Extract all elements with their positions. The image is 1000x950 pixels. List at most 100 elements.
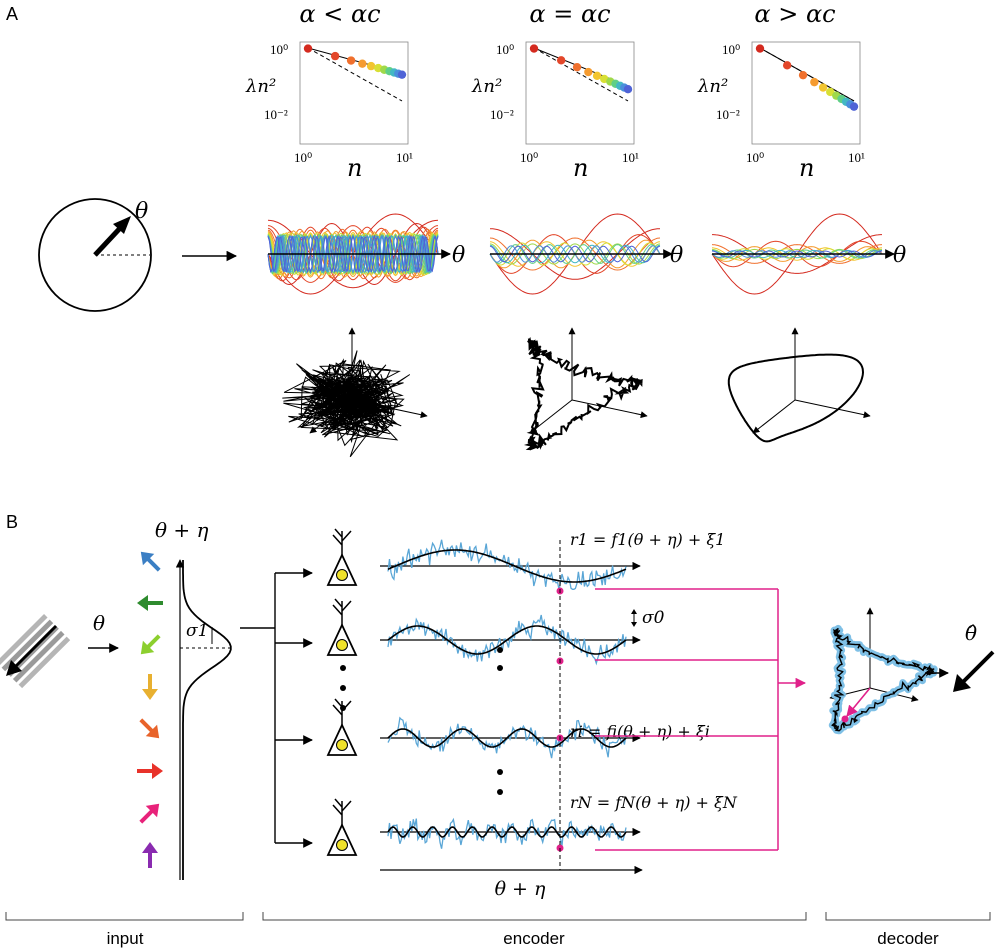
tuning-curve (711, 249, 883, 259)
grating-direction-icon (6, 660, 22, 676)
axis-x (571, 399, 648, 419)
ylabel: λn² (245, 76, 276, 97)
direction-arrow-2 (137, 595, 163, 611)
eigenvalue-point (556, 56, 566, 65)
eigenvalue-point (592, 71, 602, 81)
xtick-max: 10¹ (622, 150, 639, 165)
ylabel: λn² (697, 76, 728, 97)
manifold-curve (523, 337, 643, 451)
spectrum-plot-frame (299, 41, 409, 145)
direction-arrow-icon (113, 216, 131, 234)
input-axis-label: θ + η (155, 518, 209, 542)
tuning-curve (267, 227, 439, 281)
neuron-soma (326, 622, 358, 656)
noisy-response (387, 817, 627, 849)
decoded-direction-icon (953, 650, 995, 692)
arrow-head-icon (152, 763, 163, 779)
tuning-curve (267, 234, 439, 274)
tuning-curve (489, 244, 661, 264)
section-brackets (5, 912, 991, 921)
neuron-dendrites (332, 598, 352, 625)
ylabel: λn² (471, 76, 502, 97)
reference-line (533, 47, 629, 102)
neuron-nucleus (336, 569, 348, 581)
panel-a-label: A (6, 4, 18, 24)
xtick-min: 10⁰ (520, 150, 538, 165)
direction-arrow-8 (142, 842, 158, 868)
grating-stimulus (0, 613, 71, 689)
tuning-curve (711, 248, 883, 260)
direction-arrow-4 (142, 674, 158, 700)
spectrum-plots: 10⁰ 10⁻² 10⁰ 10¹ λn² n 10⁰ 10⁻² 10⁰ 10¹ λn² n 10⁰ 10⁻… (245, 41, 865, 182)
arrow-shaft (145, 556, 161, 572)
arrow-head-icon (140, 551, 155, 566)
neuron-icon-1 (326, 528, 358, 586)
title-alpha-greater: α > αc (754, 0, 835, 28)
sigma0-label: σ0 (642, 608, 665, 628)
decoded-point (841, 715, 849, 723)
direction-arrow-7 (139, 803, 160, 824)
tuning-curve (490, 228, 660, 280)
equation-ri: ri = fi(θ + η) + ξi (570, 722, 710, 741)
arrow-shaft (145, 634, 161, 650)
eigenvalue-point (529, 44, 539, 53)
tuning-curve (712, 234, 882, 274)
eigenvalue-point (397, 70, 407, 79)
spectrum-plot-frame (525, 41, 635, 145)
eigenvalue-point (818, 83, 828, 92)
tuning-curve (489, 241, 661, 267)
manifold-embeddings (282, 327, 871, 458)
direction-arrow-5 (139, 718, 160, 739)
manifold-2 (523, 327, 648, 451)
noisy-response (387, 539, 627, 591)
eigenvalue-point (330, 51, 340, 61)
tuning-curves (267, 213, 895, 295)
tuning-curve (267, 231, 439, 277)
neuron-soma (326, 552, 358, 586)
ytick-top: 10⁰ (270, 42, 288, 57)
eigenvalue-point (346, 56, 356, 65)
xtick-min: 10⁰ (746, 150, 764, 165)
ytick-top: 10⁰ (722, 42, 740, 57)
sigma0-indicator: σ0 (631, 608, 665, 628)
neuron-icon-4 (326, 798, 358, 856)
tuning-curve (711, 250, 883, 258)
gaussian-distribution: σ1 (175, 559, 232, 880)
response-trace-2 (380, 614, 641, 666)
spectrum-plot-2: 10⁰ 10⁻² 10⁰ 10¹ λn² n (471, 41, 639, 182)
sigma1-label: σ1 (186, 621, 208, 641)
section-input-label: input (107, 929, 144, 948)
section-encoder-label: encoder (503, 929, 565, 948)
neuron-icon-2 (326, 598, 358, 656)
input-theta-label: θ (93, 611, 105, 635)
eigenvalue-point (755, 44, 765, 53)
manifold-3 (727, 327, 871, 443)
equation-r1: r1 = f1(θ + η) + ξ1 (570, 530, 725, 549)
eigenvalue-point (584, 67, 593, 77)
response-trace-1 (380, 539, 641, 595)
xtick-max: 10¹ (848, 150, 865, 165)
encoder-x-axis-label: θ + η (495, 878, 546, 900)
xlabel: n (799, 154, 814, 182)
eigenvalue-point (849, 102, 859, 111)
ytick-low: 10⁻² (716, 107, 740, 122)
section-decoder-label: decoder (877, 929, 939, 948)
panel-b-label: B (6, 512, 18, 532)
xtick-max: 10¹ (396, 150, 413, 165)
tuning-curve (711, 247, 883, 261)
response-trace-3 (380, 716, 641, 759)
arrow-head-icon (145, 803, 160, 818)
response-trace-4 (380, 817, 641, 852)
eigenvalue-point (623, 85, 633, 94)
neuron-nucleus (336, 739, 348, 751)
xtick-min: 10⁰ (294, 150, 312, 165)
arrow-head-icon (142, 689, 158, 700)
direction-arrow-6 (137, 763, 163, 779)
direction-arrow-1 (140, 551, 161, 572)
response-traces (380, 539, 641, 852)
spectrum-plot-frame (751, 41, 861, 145)
xlabel: n (573, 154, 588, 182)
eigenvalue-point (358, 59, 367, 68)
stimulus-circle: θ (38, 198, 152, 312)
tuning-function (387, 728, 627, 748)
